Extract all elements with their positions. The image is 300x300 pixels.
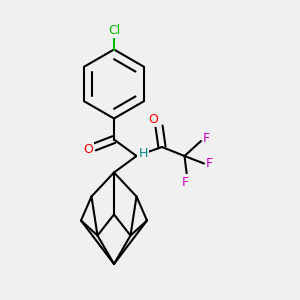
Text: O: O <box>148 113 158 126</box>
Text: F: F <box>203 132 210 145</box>
Text: O: O <box>83 143 93 156</box>
Text: F: F <box>182 176 189 189</box>
Text: H: H <box>138 147 148 160</box>
Text: F: F <box>206 157 213 170</box>
Text: Cl: Cl <box>108 23 120 37</box>
